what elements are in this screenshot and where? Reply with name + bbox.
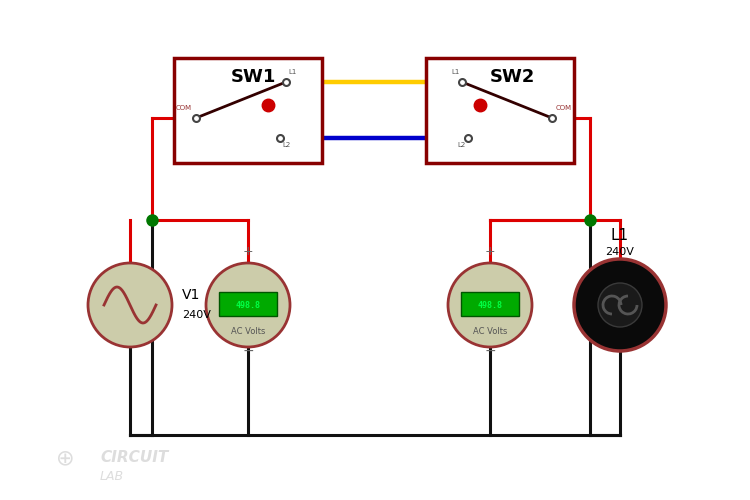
FancyBboxPatch shape — [461, 292, 519, 316]
Bar — [174, 58, 322, 162]
Circle shape — [598, 283, 642, 327]
Text: 498.8: 498.8 — [236, 300, 260, 310]
Circle shape — [448, 263, 532, 347]
Circle shape — [206, 263, 290, 347]
Text: COM: COM — [176, 105, 192, 111]
Text: L1: L1 — [452, 69, 460, 75]
Text: L1: L1 — [288, 69, 296, 75]
Text: AC Volts: AC Volts — [472, 326, 507, 336]
Text: 240V: 240V — [182, 310, 211, 320]
Bar — [426, 58, 574, 162]
Text: L2: L2 — [282, 142, 290, 148]
Text: L1: L1 — [611, 228, 629, 243]
Text: SW1: SW1 — [230, 68, 276, 86]
Text: −: − — [484, 344, 496, 358]
FancyBboxPatch shape — [219, 292, 277, 316]
Text: 240V: 240V — [605, 247, 634, 257]
Text: LAB: LAB — [100, 470, 124, 482]
Text: CIRCUIT: CIRCUIT — [100, 450, 168, 466]
Text: SW2: SW2 — [489, 68, 535, 86]
Text: +: + — [243, 245, 254, 258]
Text: ⊕: ⊕ — [56, 448, 74, 468]
Text: 498.8: 498.8 — [478, 300, 502, 310]
Text: AC Volts: AC Volts — [231, 326, 266, 336]
Text: L2: L2 — [458, 142, 466, 148]
Circle shape — [574, 259, 666, 351]
Circle shape — [88, 263, 172, 347]
Text: COM: COM — [556, 105, 572, 111]
Text: V1: V1 — [182, 288, 200, 302]
Text: −: − — [242, 344, 254, 358]
Text: +: + — [484, 245, 495, 258]
